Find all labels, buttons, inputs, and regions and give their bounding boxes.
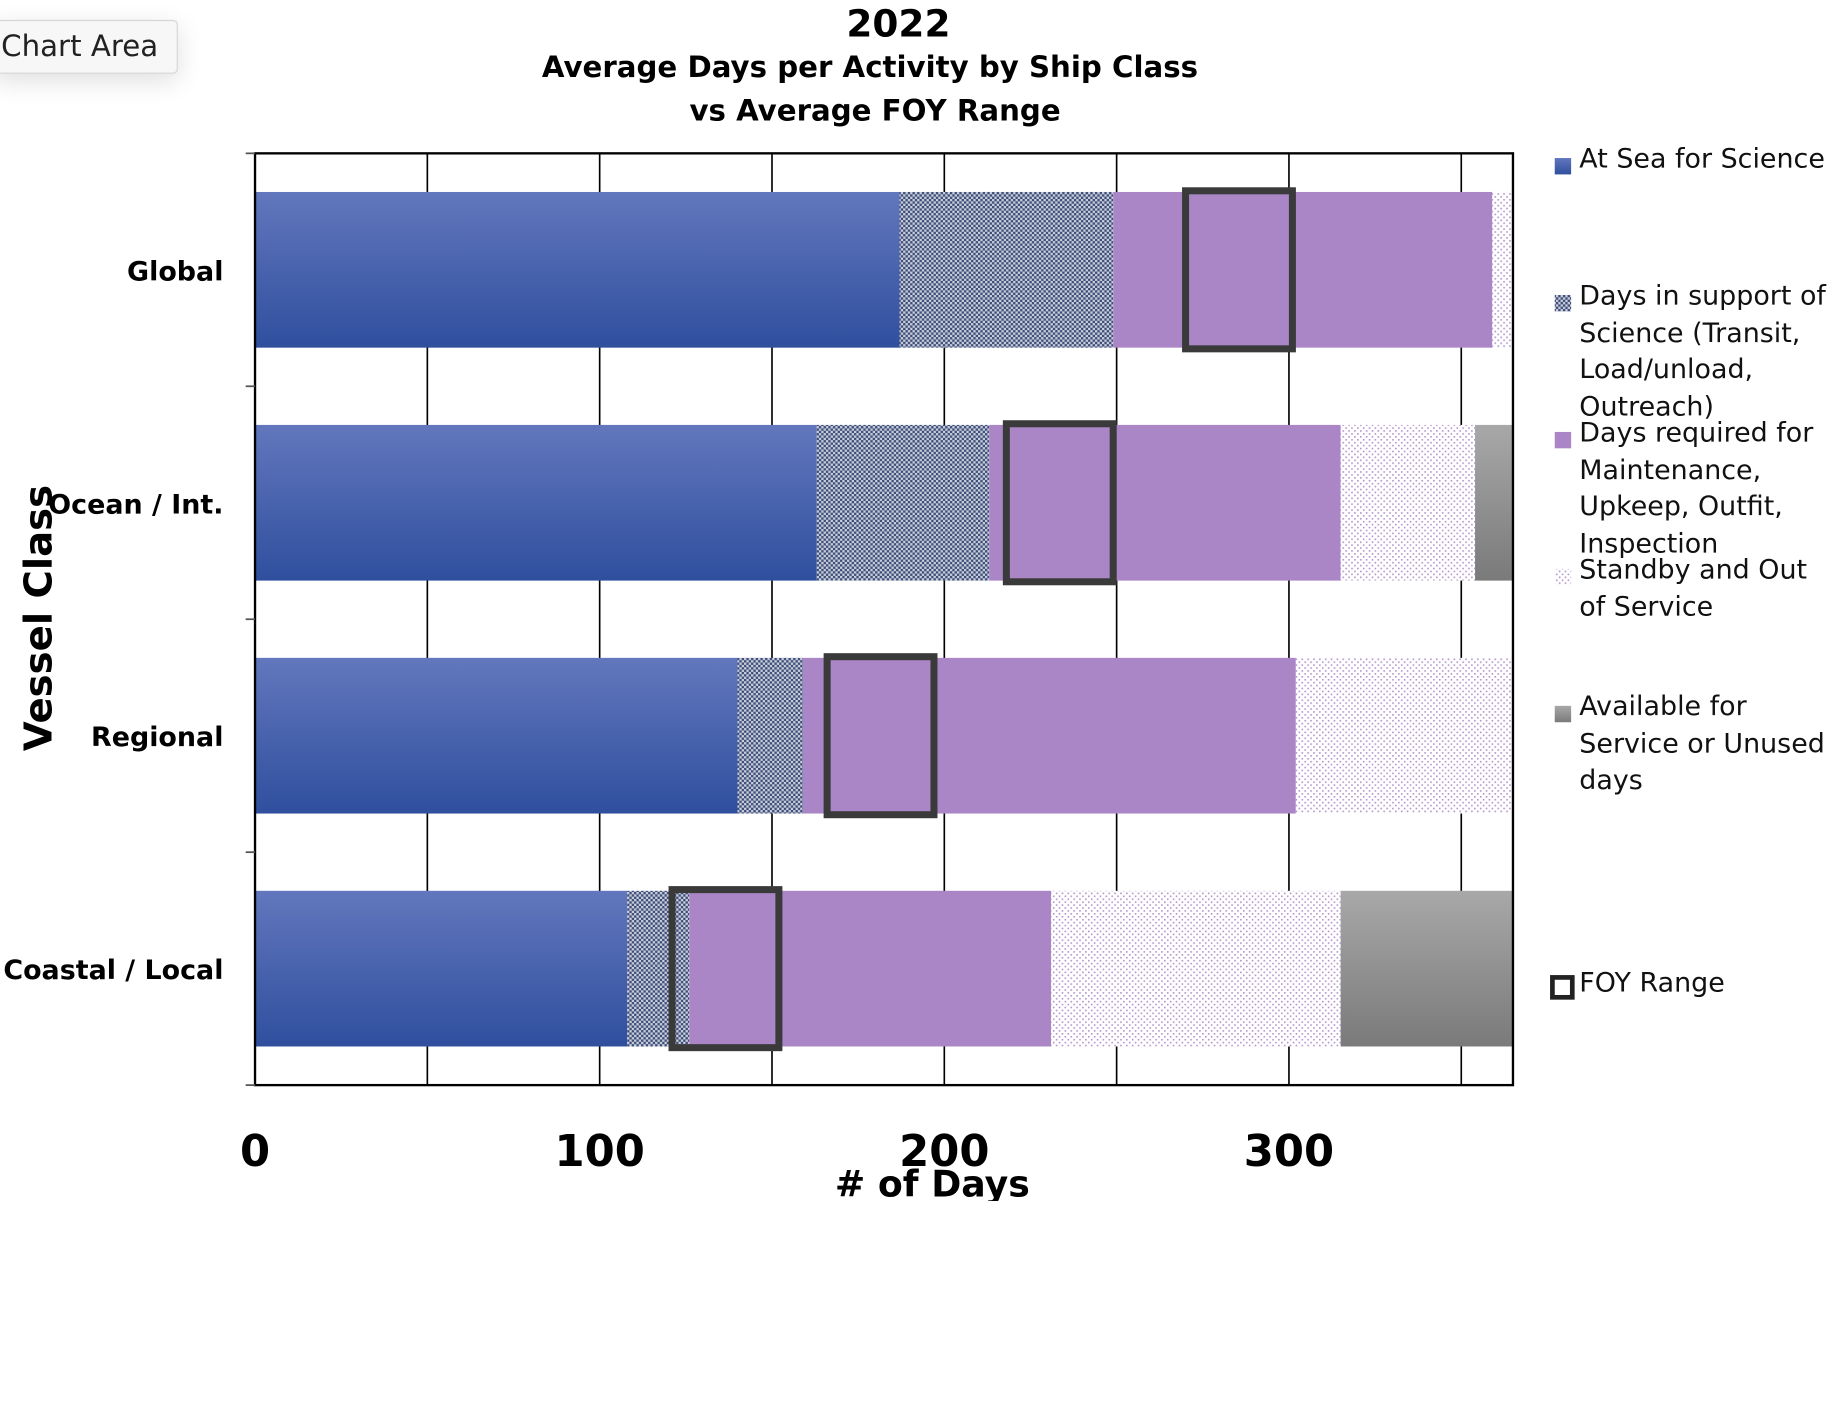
bar-segment (689, 890, 1052, 1047)
bar-segment (816, 424, 990, 581)
bar-segment (255, 657, 738, 814)
x-tick-label: 200 (899, 1127, 989, 1177)
x-tick-label: 100 (555, 1127, 645, 1177)
bar-segment (989, 424, 1341, 581)
chart-subtitle: Average Days per Activity by Ship Class … (542, 50, 1208, 127)
bar-segment (1492, 191, 1513, 348)
foy-ranges (668, 187, 1296, 1052)
legend-swatch (1554, 705, 1572, 723)
chart-area-chip[interactable]: Chart Area (0, 19, 179, 74)
category-label: Ocean / Int. (48, 489, 223, 520)
bar-segment (1340, 424, 1476, 581)
x-tick-label: 300 (1244, 1127, 1334, 1177)
bar-segment (1340, 890, 1513, 1047)
legend-swatch (1554, 158, 1572, 175)
chart: 2022 Average Days per Activity by Ship C… (3, 1, 1575, 1201)
legend (1550, 158, 1575, 1000)
legend-swatch (1550, 975, 1575, 1000)
bar-segment (1051, 890, 1341, 1047)
bar-segment (627, 890, 690, 1047)
legend-label: Days in support of Science (Transit, Loa… (1579, 280, 1826, 422)
chart-subtitle-line-1: Average Days per Activity by Ship Class (542, 50, 1198, 84)
legend-swatch (1554, 431, 1572, 449)
chart-title: 2022 (846, 1, 950, 45)
bar-segment (1475, 424, 1513, 581)
bar-segment (1295, 657, 1513, 814)
bar-segment (899, 191, 1114, 348)
legend-label: FOY Range (1579, 968, 1725, 999)
bar-segment (255, 890, 628, 1047)
chart-subtitle-line-2: vs Average FOY Range (689, 94, 1060, 128)
bar-segment (1113, 191, 1493, 348)
legend-label: Days required for Maintenance, Upkeep, O… (1579, 417, 1814, 559)
bar-segment (737, 657, 804, 814)
foy-range-box (1182, 187, 1296, 353)
bars: Global Ocean / Int. Regional Coastal / Loca… (3, 191, 1513, 1047)
foy-range-box (668, 886, 783, 1052)
x-tick-label: 0 (240, 1127, 270, 1177)
bar-segment (803, 657, 1296, 814)
foy-range-box (823, 653, 938, 819)
y-axis-label: Vessel Class (16, 485, 61, 751)
bar-segment (255, 191, 900, 348)
bar-segment (255, 424, 817, 581)
category-label: Regional (91, 722, 223, 753)
category-label: Coastal / Local (3, 955, 223, 986)
foy-range-box (1002, 420, 1117, 586)
x-axis-label: # of Days (835, 1162, 1030, 1201)
axes: 0 100 200 300 (240, 152, 1515, 1177)
category-label: Global (127, 256, 223, 287)
legend-label: Standby and Out of Service (1579, 554, 1808, 623)
legend-label: Available for Service or Unused days (1579, 691, 1825, 796)
legend-swatch (1554, 294, 1572, 312)
legend-label: At Sea for Science (1579, 143, 1825, 175)
legend-swatch (1554, 568, 1572, 586)
